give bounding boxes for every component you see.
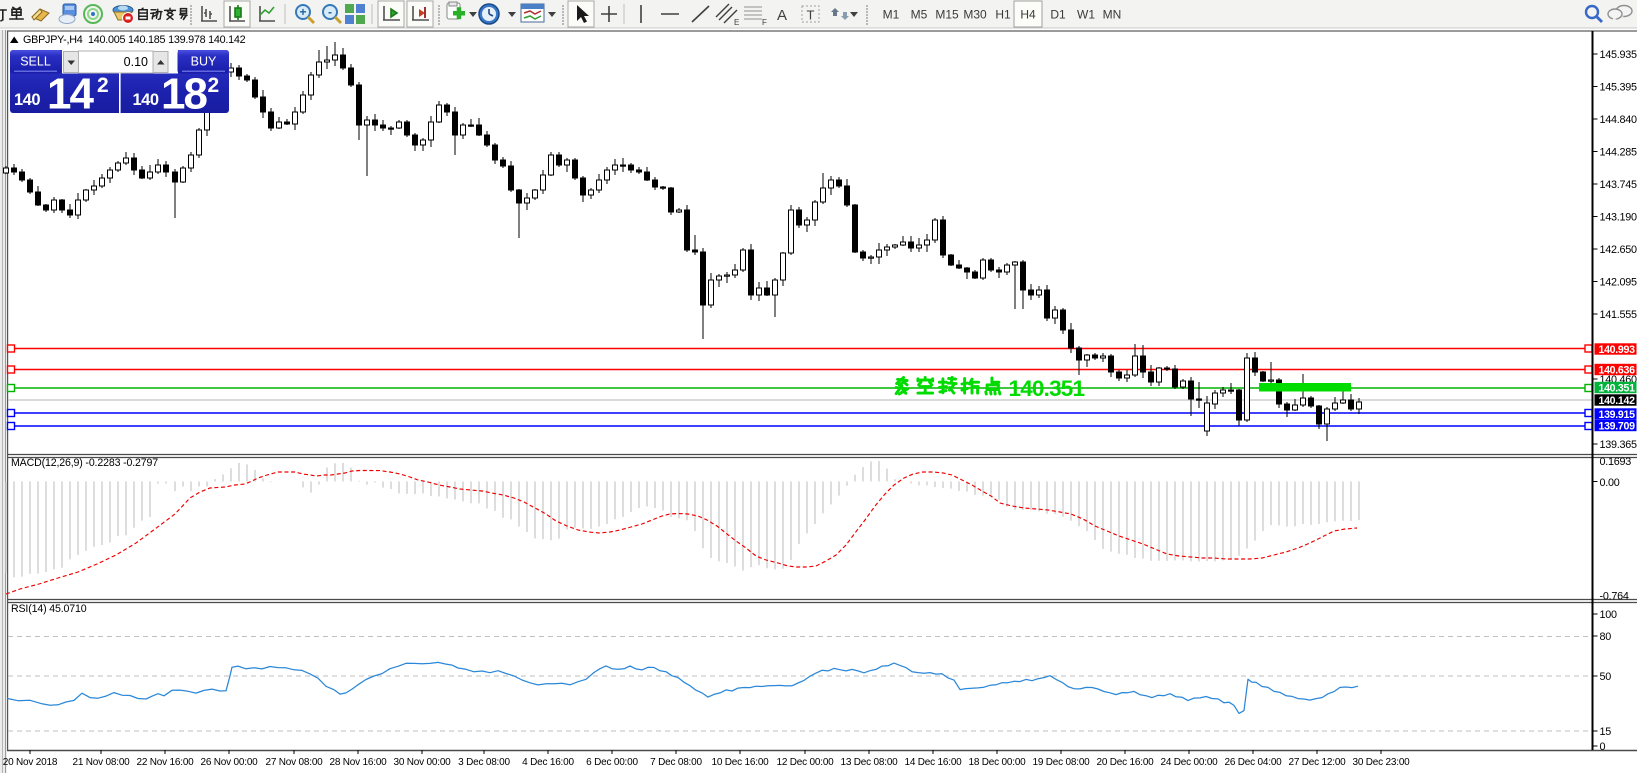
svg-text:14 Dec 16:00: 14 Dec 16:00 [904, 757, 962, 768]
svg-text:M5: M5 [911, 8, 928, 22]
svg-text:0: 0 [1600, 741, 1606, 753]
svg-text:6 Dec 00:00: 6 Dec 00:00 [586, 757, 638, 768]
svg-text:18 Dec 00:00: 18 Dec 00:00 [968, 757, 1026, 768]
svg-text:T: T [807, 8, 815, 23]
svg-text:140.351: 140.351 [1009, 376, 1085, 401]
svg-text:12 Dec 00:00: 12 Dec 00:00 [776, 757, 834, 768]
svg-text:E: E [734, 18, 739, 27]
svg-text:30 Nov 00:00: 30 Nov 00:00 [393, 757, 451, 768]
svg-text:26 Nov 00:00: 26 Nov 00:00 [200, 757, 258, 768]
svg-text:30 Dec 23:00: 30 Dec 23:00 [1352, 757, 1410, 768]
svg-text:2: 2 [208, 74, 220, 97]
svg-text:MN: MN [1103, 8, 1122, 22]
svg-text:24 Dec 00:00: 24 Dec 00:00 [1160, 757, 1218, 768]
svg-text:RSI(14) 45.0710: RSI(14) 45.0710 [11, 603, 87, 615]
svg-text:M15: M15 [935, 8, 959, 22]
svg-text:10 Dec 16:00: 10 Dec 16:00 [711, 757, 769, 768]
svg-text:21 Nov 08:00: 21 Nov 08:00 [72, 757, 130, 768]
svg-text:22 Nov 16:00: 22 Nov 16:00 [136, 757, 194, 768]
svg-text:-0.764: -0.764 [1600, 591, 1629, 603]
svg-text:GBPJPY-,H4 140.005 140.185 13: GBPJPY-,H4 140.005 140.185 139.978 140.1… [23, 34, 246, 46]
svg-text:145.935: 145.935 [1600, 49, 1637, 61]
svg-text:4 Dec 16:00: 4 Dec 16:00 [522, 757, 574, 768]
svg-text:3 Dec 08:00: 3 Dec 08:00 [458, 757, 510, 768]
svg-text:27 Dec 12:00: 27 Dec 12:00 [1288, 757, 1346, 768]
svg-text:SELL: SELL [20, 55, 51, 69]
svg-text:139.915: 139.915 [1599, 409, 1636, 421]
svg-text:2: 2 [97, 74, 109, 97]
svg-text:143.190: 143.190 [1600, 212, 1637, 224]
svg-text:15: 15 [1600, 726, 1612, 738]
svg-text:BUY: BUY [191, 55, 217, 69]
svg-text:142.650: 142.650 [1600, 244, 1637, 256]
svg-text:14: 14 [47, 70, 94, 119]
svg-text:144.285: 144.285 [1600, 147, 1637, 159]
svg-text:M1: M1 [883, 8, 900, 22]
svg-text:100: 100 [1600, 609, 1618, 621]
svg-text:143.745: 143.745 [1600, 179, 1637, 191]
svg-text:140.636: 140.636 [1599, 365, 1636, 377]
svg-text:140.993: 140.993 [1599, 344, 1636, 356]
svg-text:27 Nov 08:00: 27 Nov 08:00 [265, 757, 323, 768]
svg-text:19 Dec 08:00: 19 Dec 08:00 [1032, 757, 1090, 768]
svg-text:-: - [328, 5, 332, 19]
svg-text:0.1693: 0.1693 [1600, 456, 1632, 468]
svg-text:26 Dec 04:00: 26 Dec 04:00 [1224, 757, 1282, 768]
svg-text:139.365: 139.365 [1600, 439, 1637, 451]
svg-text:0.10: 0.10 [124, 55, 148, 69]
svg-text:MACD(12,26,9) -0.2283 -0.2797: MACD(12,26,9) -0.2283 -0.2797 [11, 457, 158, 469]
svg-text:140: 140 [133, 91, 159, 109]
svg-text:F: F [762, 18, 767, 27]
svg-text:141.555: 141.555 [1600, 309, 1637, 321]
svg-text:M30: M30 [963, 8, 987, 22]
svg-text:80: 80 [1600, 631, 1612, 643]
svg-text:144.840: 144.840 [1600, 114, 1637, 126]
svg-text:20 Dec 16:00: 20 Dec 16:00 [1096, 757, 1154, 768]
svg-text:+: + [299, 5, 306, 19]
svg-text:140: 140 [14, 91, 40, 109]
svg-text:7 Dec 08:00: 7 Dec 08:00 [650, 757, 702, 768]
svg-text:A: A [777, 7, 787, 24]
svg-text:18: 18 [161, 70, 207, 119]
svg-text:H1: H1 [995, 8, 1011, 22]
svg-text:28 Nov 16:00: 28 Nov 16:00 [329, 757, 387, 768]
svg-text:50: 50 [1600, 671, 1612, 683]
svg-text:0.00: 0.00 [1600, 477, 1620, 489]
svg-text:140.142: 140.142 [1599, 395, 1636, 407]
svg-text:139.709: 139.709 [1599, 421, 1636, 433]
svg-text:142.095: 142.095 [1600, 277, 1637, 289]
svg-text:H4: H4 [1020, 8, 1036, 22]
svg-text:145.395: 145.395 [1600, 82, 1637, 94]
svg-text:20 Nov 2018: 20 Nov 2018 [3, 757, 58, 768]
svg-text:13 Dec 08:00: 13 Dec 08:00 [840, 757, 898, 768]
svg-text:W1: W1 [1077, 8, 1095, 22]
svg-text:D1: D1 [1050, 8, 1066, 22]
svg-text:140.351: 140.351 [1599, 383, 1636, 395]
